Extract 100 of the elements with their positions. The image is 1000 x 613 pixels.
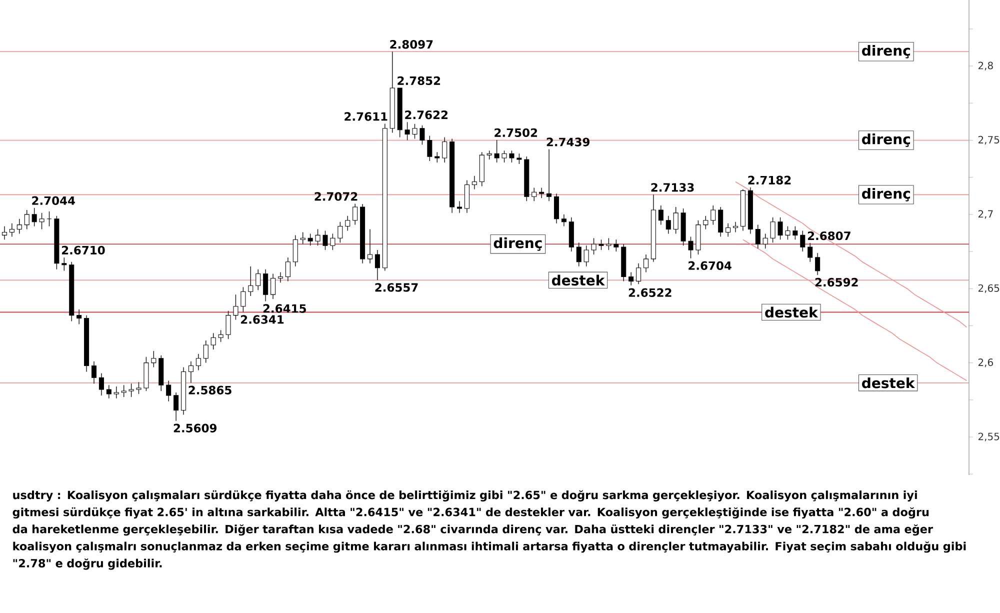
candlestick	[218, 330, 224, 342]
candlestick	[546, 148, 552, 202]
annotation: 2.8097	[390, 40, 433, 49]
annotation: 2.6522	[628, 288, 672, 297]
candlestick	[91, 360, 97, 384]
candlestick	[166, 380, 172, 402]
candlestick	[710, 205, 716, 226]
candlestick	[2, 226, 7, 240]
candlestick	[628, 272, 634, 286]
candlestick	[62, 257, 67, 272]
annotation: 2.7072	[314, 192, 358, 201]
candlestick	[792, 226, 798, 240]
annotation: 2.7044	[32, 196, 75, 205]
candlestick	[240, 286, 246, 313]
ref-line-label: destek	[765, 306, 818, 318]
candlestick	[412, 124, 418, 140]
candlestick	[703, 216, 708, 230]
ref-line-label: direnç	[862, 134, 910, 147]
ref-line-label: direnç	[862, 188, 910, 202]
candlestick	[800, 230, 806, 252]
y-tick-label: 2,65	[978, 284, 1000, 293]
candlestick	[464, 180, 470, 214]
candlestick	[322, 230, 328, 250]
y-tick-label: 2,7	[978, 210, 993, 219]
candlestick	[188, 360, 194, 384]
candlestick	[591, 238, 596, 255]
ref-line-label: direnç	[862, 44, 910, 58]
annotation: 2.7852	[398, 76, 440, 86]
annotation: 2.7439	[546, 138, 590, 146]
candlestick	[733, 222, 738, 233]
candlestick	[308, 233, 313, 246]
annotation: 2.7182	[748, 176, 791, 184]
candlestick	[367, 228, 373, 264]
candlestick	[420, 125, 425, 146]
annotation: 2.5609	[174, 424, 217, 432]
candlestick	[270, 273, 276, 300]
y-tick-label: 2,8	[978, 62, 993, 70]
candlestick	[673, 206, 678, 234]
candlestick	[106, 384, 112, 399]
candlestick	[24, 210, 30, 230]
candlestick	[598, 239, 604, 250]
candlestick	[278, 272, 283, 284]
candlestick	[666, 216, 671, 234]
candlestick	[494, 140, 500, 163]
annotation: 2.7611	[344, 112, 388, 121]
candlestick	[9, 222, 14, 238]
annotation: 2.6704	[688, 261, 732, 270]
candlestick	[554, 193, 559, 224]
candlestick	[606, 238, 612, 250]
annotation: 2.6592	[815, 278, 858, 287]
candlestick	[815, 252, 820, 276]
candlestick	[726, 222, 731, 238]
candlestick	[330, 233, 336, 250]
candlestick	[203, 340, 208, 364]
candlestick	[539, 187, 544, 198]
candlestick	[39, 212, 44, 230]
candlestick	[404, 122, 410, 141]
y-tick-label: 2,55	[978, 432, 1000, 442]
candlestick	[315, 228, 320, 246]
candlestick	[502, 150, 507, 163]
candlestick	[785, 226, 790, 240]
candlestick	[718, 206, 724, 238]
annotation: 2.6807	[808, 231, 850, 240]
annotation: 2.5865	[188, 386, 232, 394]
candlestick	[292, 234, 298, 267]
candlestick	[643, 254, 649, 273]
candlestick	[114, 386, 119, 399]
text: usdtry : Koalisyon çalışmaları sürdükçe fiyatta daha önce de belirttiğimiz gibi "2.65" e doğru sarkma gerçekleşiyor. Koalisyon çalışmalarının iyi gitmesi sürdükçe fiyat 2.65' in altına sarkabilir. Altta "2.6415" ve "2.6341" de destekler var. Koalisyon gerçekleştiğinde ise fiyatta "2.60" a doğru da hareketlenme gerçekleşebilir. Diğer taraftan kısa vadede "2.68" civarında direnç var. Daha üstteki dirençler "2.7133" ve "2.7182" de ama eğer koalisyon çalışmalrı sonuçlanmaz da erken seçime gitme kararı alınması ihtimali artarsa fiyatta o dirençler tutmayabilir. Fiyat seçim sabahı olduğu gibi "2.78" e doğru gidebilir.	[12, 490, 966, 570]
candlestick	[128, 383, 134, 398]
ref-line-label: destek	[862, 377, 916, 388]
y-tick-label: 2,6	[978, 358, 993, 368]
candlestick	[196, 354, 201, 371]
candlestick	[658, 205, 664, 226]
candlestick	[636, 263, 642, 284]
candlestick	[263, 268, 268, 302]
annotation: 2.6710	[62, 246, 105, 255]
candlestick	[374, 250, 380, 280]
candlestick	[98, 372, 104, 396]
candlestick	[434, 152, 440, 163]
candlestick	[770, 217, 776, 243]
candlestick	[233, 294, 238, 320]
candlestick	[516, 153, 522, 164]
candlestick	[427, 135, 432, 162]
annotation: 2.6557	[375, 283, 418, 292]
candlestick	[584, 245, 589, 267]
candlestick	[532, 187, 537, 202]
candlestick	[509, 150, 514, 163]
annotation: 2.7622	[405, 110, 448, 120]
candlestick	[174, 392, 179, 422]
candlestick	[472, 176, 477, 190]
y-tick-label: 2,75	[978, 136, 1000, 145]
candlestick	[136, 382, 142, 394]
candlestick	[442, 136, 448, 163]
candlestick	[762, 233, 768, 249]
candlestick	[338, 222, 343, 243]
annotation: 2.6415	[263, 304, 306, 313]
candlestick	[614, 239, 619, 252]
annotation: 2.7133	[651, 183, 694, 192]
candlestick	[121, 384, 126, 398]
candlestick	[808, 242, 813, 262]
